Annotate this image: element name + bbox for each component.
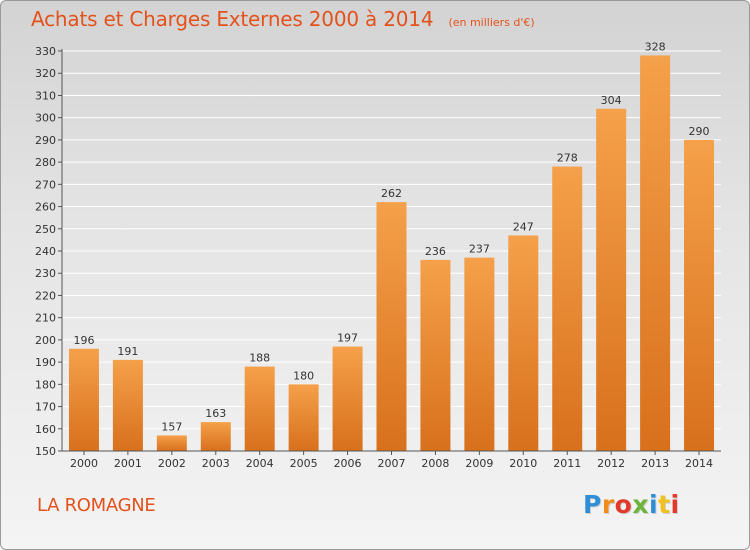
logo-letter: i (649, 490, 659, 519)
x-tick-label: 2006 (334, 457, 362, 470)
y-tick-label: 240 (35, 245, 56, 258)
bar (68, 348, 99, 451)
x-tick-label: 2014 (685, 457, 713, 470)
bar (288, 384, 319, 451)
x-tick-label: 2012 (597, 457, 625, 470)
bar (244, 366, 275, 451)
bar-value-label: 157 (161, 420, 182, 433)
bar-value-label: 196 (73, 334, 94, 347)
bar (200, 422, 231, 451)
axes (58, 49, 721, 455)
x-tick-label: 2000 (70, 457, 98, 470)
bar (508, 235, 539, 451)
x-tick-label: 2010 (509, 457, 537, 470)
commune-name: LA ROMAGNE (37, 495, 156, 516)
x-tick-label: 2011 (553, 457, 581, 470)
y-tick-label: 290 (35, 134, 56, 147)
x-tick-label: 2002 (158, 457, 186, 470)
bar-value-label: 328 (645, 40, 666, 53)
bar-value-label: 262 (381, 187, 402, 200)
bar (376, 202, 407, 451)
chart-title: Achats et Charges Externes 2000 à 2014 (31, 7, 434, 31)
x-tick-label: 2003 (202, 457, 230, 470)
logo-letter: x (632, 490, 649, 519)
y-tick-label: 220 (35, 289, 56, 302)
y-tick-label: 200 (35, 334, 56, 347)
logo-letter: o (614, 490, 633, 519)
bar (684, 139, 715, 451)
y-tick-label: 260 (35, 201, 56, 214)
y-tick-label: 320 (35, 67, 56, 80)
y-tick-label: 170 (35, 401, 56, 414)
y-tick-label: 330 (35, 45, 56, 58)
y-tick-label: 180 (35, 378, 56, 391)
bar-value-label: 247 (513, 220, 534, 233)
logo-letter: r (601, 490, 615, 519)
y-tick-label: 300 (35, 112, 56, 125)
x-tick-label: 2005 (290, 457, 318, 470)
y-tick-label: 150 (35, 445, 56, 458)
bar (112, 359, 143, 451)
bar-value-label: 180 (293, 369, 314, 382)
y-tick-label: 310 (35, 89, 56, 102)
y-tick-label: 210 (35, 312, 56, 325)
bar-value-label: 163 (205, 407, 226, 420)
bar-value-label: 304 (601, 94, 622, 107)
bar-value-label: 290 (689, 125, 710, 138)
logo-letter: i (670, 490, 680, 519)
bar-value-label: 188 (249, 352, 270, 365)
y-tick-label: 270 (35, 178, 56, 191)
x-tick-label: 2013 (641, 457, 669, 470)
y-tick-label: 280 (35, 156, 56, 169)
bar-value-label: 278 (557, 152, 578, 165)
x-tick-label: 2001 (114, 457, 142, 470)
bar (464, 257, 495, 451)
x-tick-label: 2008 (421, 457, 449, 470)
bar (596, 108, 627, 452)
bar (332, 346, 363, 451)
y-tick-label: 230 (35, 267, 56, 280)
x-tick-label: 2007 (378, 457, 406, 470)
y-tick-label: 190 (35, 356, 56, 369)
bar (640, 55, 671, 451)
bar (156, 435, 187, 451)
y-tick-label: 160 (35, 423, 56, 436)
bar (552, 166, 583, 452)
title-row: Achats et Charges Externes 2000 à 2014 (… (31, 7, 535, 31)
bars (68, 55, 715, 452)
logo-letter: t (658, 490, 671, 519)
y-tick-label: 250 (35, 223, 56, 236)
bar-value-label: 191 (117, 345, 138, 358)
proxiti-logo: Proxiti (583, 490, 680, 519)
labels: 150 160 170 180 190 200 210 220 230 240 250 260 270 2… (35, 40, 713, 470)
x-tick-label: 2004 (246, 457, 274, 470)
logo-letter: P (583, 490, 602, 519)
bar-value-label: 237 (469, 243, 490, 256)
x-tick-label: 2009 (465, 457, 493, 470)
bar-value-label: 197 (337, 332, 358, 345)
bar (420, 259, 451, 451)
chart-unit: (en milliers d'€) (448, 16, 535, 29)
bar-value-label: 236 (425, 245, 446, 258)
